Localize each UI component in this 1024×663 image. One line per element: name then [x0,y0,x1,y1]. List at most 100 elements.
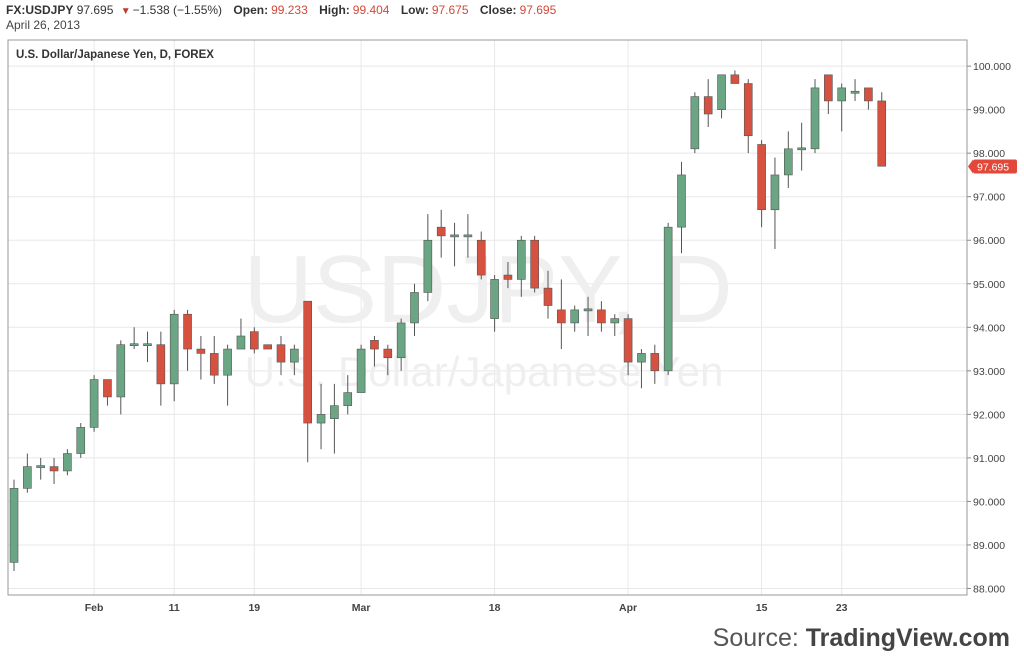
candle-up [223,344,232,406]
candle-up [410,283,419,336]
y-tick-label: 89.000 [973,540,1005,552]
y-tick-label: 92.000 [973,409,1005,421]
candle-body [770,174,780,211]
candle-down [757,140,766,228]
x-tick-label: Mar [352,602,371,614]
candle-body [63,453,72,472]
low-value: 97.675 [431,3,469,17]
candle-up [677,161,686,254]
badge-pointer [968,159,973,174]
candle-body [557,309,566,324]
candle-body [36,465,46,468]
candle-up [663,222,673,376]
candle-up [36,457,46,480]
y-axis: 88.000 89.000 90.000 91.000 92.000 93.000 94.0… [967,61,1011,595]
candle-up [770,157,780,249]
x-tick-label: 19 [248,602,260,614]
source-credit: Source: TradingView.com [713,624,1010,653]
candle-body [730,74,740,84]
candle-body [610,318,620,324]
watermark-symbol: USDJPY, D [243,236,732,343]
y-tick-label: 88.000 [973,583,1005,595]
candle-down [49,457,59,484]
y-tick-label: 96.000 [973,235,1005,247]
candle-body [757,144,766,211]
candle-down [824,74,833,114]
candle-body [370,340,379,350]
candle-up [343,375,353,415]
candle-body [410,292,419,324]
candle-down [597,301,606,332]
x-tick-label: Apr [619,602,637,614]
candle-body [263,344,272,350]
candle-body [156,344,166,385]
candle-body [743,83,753,137]
candle-up [169,309,179,402]
candle-body [450,234,459,238]
candle-body [169,313,179,385]
candle-down [503,262,513,289]
candle-down [103,379,112,406]
candle-down [156,331,166,406]
candle-body [583,308,593,312]
candle-body [490,279,499,319]
high-value: 99.404 [352,3,390,17]
candle-body [877,100,887,167]
candle-body [436,226,446,237]
candle-up [690,92,700,154]
candle-up [89,375,99,432]
candle-down [650,344,660,384]
y-tick-label: 97.000 [973,192,1005,204]
y-tick-label: 95.000 [973,279,1005,291]
candle-down [383,344,393,376]
candle-up [396,318,406,371]
candle-body [196,348,206,354]
y-tick-label: 99.000 [973,105,1005,117]
candle-body [637,353,646,363]
candle-up [316,383,326,450]
candle-up [837,83,847,132]
candle-down [877,92,887,167]
candle-body [703,96,713,115]
candle-body [343,392,353,406]
candle-body [543,287,553,306]
candle-down [370,336,379,367]
candle-body [783,148,793,176]
candle-body [810,87,820,150]
candle-body [383,348,393,359]
candle-body [9,488,19,563]
candle-up [236,318,246,350]
source-name[interactable]: TradingView.com [805,624,1010,652]
quote-date: April 26, 2013 [6,18,81,32]
candle-up [290,344,299,376]
candles [9,70,887,572]
close-label: Close: [479,3,517,17]
candle-up [810,79,820,154]
candle-down [276,336,286,376]
candle-body [223,348,232,376]
y-tick-label: 100.000 [973,61,1011,73]
open-value: 99.233 [271,3,308,17]
candle-down [864,87,873,110]
candle-body [850,90,860,94]
candle-down [263,344,272,350]
candle-down [303,300,313,463]
candle-down [250,327,259,354]
candle-body [663,226,673,372]
candle-body [316,414,326,424]
candle-up [23,453,32,493]
last-price: 97.695 [76,3,114,17]
symbol[interactable]: FX:USDJPY [6,3,74,17]
candle-body [209,353,219,376]
candle-body [516,239,526,280]
high-label: High: [319,3,350,17]
candle-down [557,279,566,350]
y-tick-label: 93.000 [973,366,1005,378]
candle-body [89,379,99,428]
candle-up [450,222,459,267]
candle-body [356,348,366,393]
candle-body [864,87,873,102]
x-tick-label: 18 [489,602,501,614]
y-tick-label: 90.000 [973,496,1005,508]
